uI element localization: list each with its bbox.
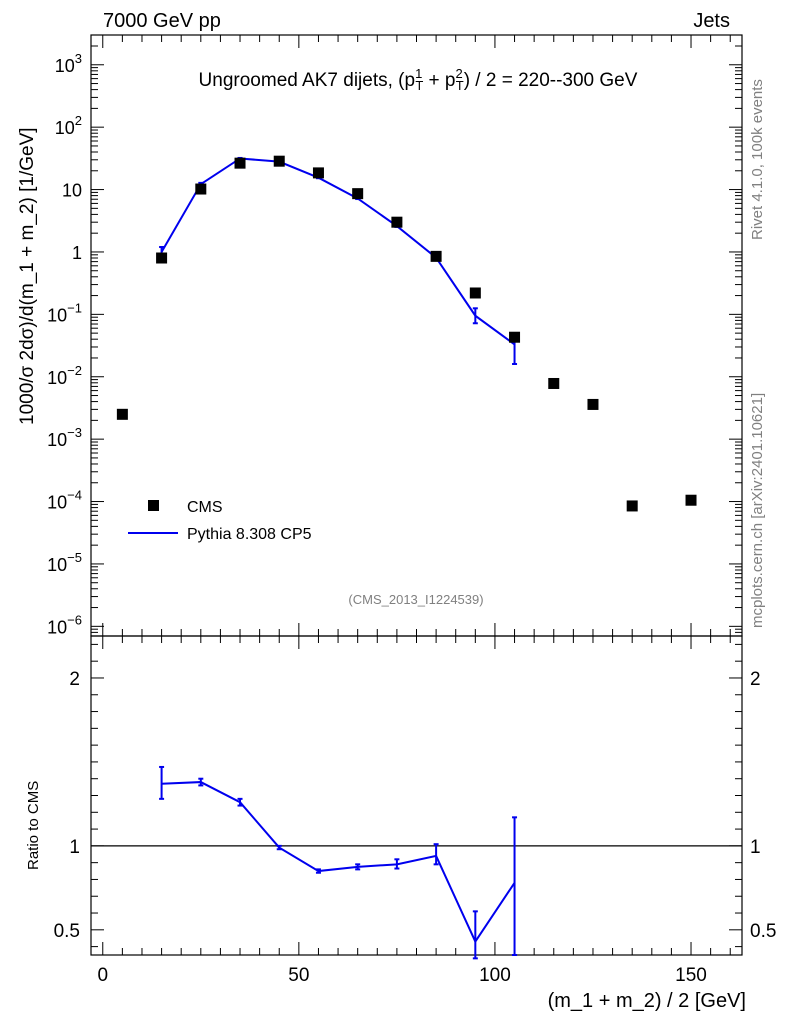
analysis-tag: (CMS_2013_I1224539) [348, 592, 483, 607]
pythia-line [160, 157, 516, 346]
x-tick-label: 150 [675, 965, 707, 986]
main-title: Ungroomed AK7 dijets, (p1 T + p2 T) / 2 = … [199, 66, 638, 93]
ratio-y-axis-label: Ratio to CMS [25, 781, 42, 870]
legend-label-cms: CMS [187, 499, 223, 516]
y-tick-label: 10 [62, 181, 82, 201]
y-tick-label: 103 [55, 51, 82, 76]
main-y-axis-label: 1000/σ 2dσ)/d(m_1 + m_2) [1/GeV] [17, 127, 38, 425]
ratio-axis-ticks: 0.5 0.5 1 1 2 2 0 50 100 150 [54, 636, 776, 986]
y-tick-label: 10−2 [47, 363, 82, 388]
cms-data-point [548, 377, 560, 389]
cms-data-point [156, 252, 168, 264]
cms-data-point [273, 155, 285, 167]
rivet-label: Rivet 4.1.0, 100k events [749, 79, 766, 240]
x-tick-label: 0 [97, 965, 108, 986]
header-left: 7000 GeV pp [103, 10, 221, 32]
cms-data-point [234, 157, 246, 169]
ratio-data-layer [91, 765, 742, 960]
main-plot-frame [90, 34, 743, 637]
cms-data-point [469, 287, 481, 299]
legend: CMS Pythia 8.308 CP5 [128, 499, 312, 543]
ratio-y-tick-label: 2 [69, 669, 80, 690]
legend-marker-cms [148, 500, 159, 511]
y-tick-label: 102 [55, 113, 82, 138]
ratio-y-tick-label: 1 [69, 837, 80, 858]
cms-data-point [509, 331, 521, 343]
ratio-plot-frame [90, 635, 743, 956]
x-axis-label: (m_1 + m_2) / 2 [GeV] [548, 990, 746, 1012]
cms-data-point [195, 183, 207, 195]
x-tick-label: 50 [288, 965, 309, 986]
ratio-y-tick-label-right: 2 [750, 669, 761, 690]
header-right: Jets [693, 10, 730, 32]
ratio-y-tick-label-right: 0.5 [750, 921, 776, 942]
cms-data-point [685, 494, 697, 506]
cms-data-point [587, 398, 599, 410]
main-data-layer [116, 155, 697, 512]
ratio-line [161, 781, 516, 944]
cms-data-point [391, 216, 403, 228]
y-tick-label: 10−1 [47, 300, 82, 325]
cms-data-point [430, 250, 442, 262]
y-tick-label: 10−6 [47, 612, 82, 637]
ratio-y-tick-label: 0.5 [54, 921, 80, 942]
y-tick-label: 10−3 [47, 425, 82, 450]
ratio-y-tick-label-right: 1 [750, 837, 761, 858]
mcplots-label: mcplots.cern.ch [arXiv:2401.10621] [749, 393, 766, 628]
y-tick-label: 10−4 [47, 488, 82, 513]
cms-data-point [352, 188, 364, 200]
cms-data-point [626, 500, 638, 512]
cms-data-point [312, 167, 324, 179]
y-tick-label: 1 [72, 243, 82, 263]
y-tick-label: 10−5 [47, 550, 82, 575]
legend-label-pythia: Pythia 8.308 CP5 [187, 526, 312, 543]
cms-data-point [116, 408, 128, 420]
x-tick-label: 100 [479, 965, 511, 986]
